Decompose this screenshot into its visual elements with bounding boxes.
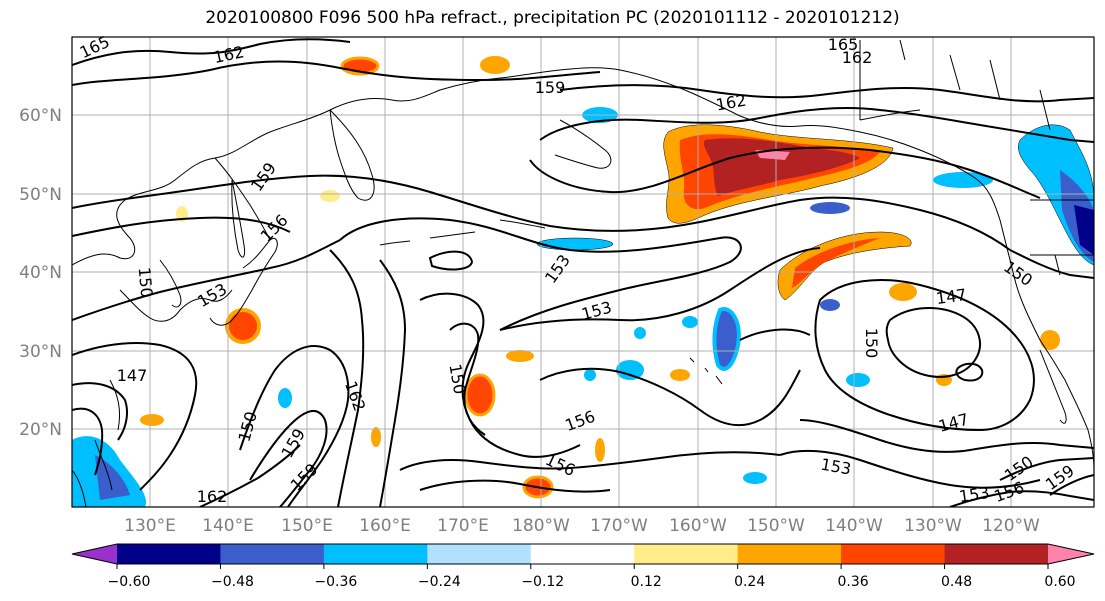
colorbar-tick-label: 0.60 xyxy=(1044,574,1075,590)
lon-label: 120°W xyxy=(982,516,1040,536)
colorbar-tick-label: −0.12 xyxy=(521,574,564,590)
map-title: 2020100800 F096 500 hPa refract., precip… xyxy=(205,8,900,28)
colorbar-segment xyxy=(634,544,739,564)
colorbar-segment xyxy=(427,544,532,564)
map-frame xyxy=(71,36,1095,508)
colorbar-segment xyxy=(220,544,325,564)
lat-label: 20°N xyxy=(19,420,62,440)
colorbar-tick-label: −0.24 xyxy=(418,574,461,590)
lon-label: 150°E xyxy=(281,516,333,536)
lon-label: 130°W xyxy=(904,516,962,536)
lat-label: 30°N xyxy=(19,342,62,362)
lat-label: 40°N xyxy=(19,263,62,283)
lon-label: 140°W xyxy=(825,516,883,536)
lon-label: 170°E xyxy=(437,516,489,536)
colorbar: −0.60 −0.48 −0.36 −0.24 −0.12 0.12 0.24 0.36 0.4… xyxy=(71,543,1095,590)
colorbar-tick-label: −0.48 xyxy=(211,574,254,590)
latitude-labels: 60°N 50°N 40°N 30°N 20°N xyxy=(19,106,62,440)
graticule xyxy=(72,37,1094,507)
contour-label: 159 xyxy=(535,78,566,97)
contour-label: 165 xyxy=(828,35,859,54)
contour-label: 153 xyxy=(958,483,991,506)
colorbar-tick-label: −0.60 xyxy=(108,574,151,590)
contour-label: 162 xyxy=(197,487,228,506)
lon-label: 160°E xyxy=(359,516,411,536)
lon-label: 170°W xyxy=(590,516,648,536)
contour-label: 150 xyxy=(135,266,157,298)
colorbar-segment xyxy=(530,544,635,564)
lon-label: 150°W xyxy=(747,516,805,536)
colorbar-min-extend xyxy=(72,544,117,564)
contour-label: 147 xyxy=(935,285,968,308)
lon-label: 140°E xyxy=(202,516,254,536)
colorbar-segment xyxy=(944,544,1049,564)
colorbar-segment xyxy=(737,544,842,564)
refractivity-contours xyxy=(72,38,1094,507)
lat-label: 50°N xyxy=(19,185,62,205)
longitude-labels: 130°E 140°E 150°E 160°E 170°E 180°W 170°… xyxy=(124,516,1040,536)
colorbar-tick-label: 0.36 xyxy=(838,574,869,590)
lon-label: 180°W xyxy=(512,516,570,536)
colorbar-segment xyxy=(117,544,221,564)
lon-label: 160°W xyxy=(669,516,727,536)
contour-label: 147 xyxy=(117,366,148,385)
colorbar-tick-label: −0.36 xyxy=(314,574,357,590)
lon-label: 130°E xyxy=(124,516,176,536)
contour-label: 162 xyxy=(842,48,873,67)
colorbar-tick-label: 0.24 xyxy=(734,574,765,590)
colorbar-segment xyxy=(323,544,428,564)
colorbar-tick-label: 0.48 xyxy=(941,574,972,590)
colorbar-segment xyxy=(841,544,946,564)
colorbar-max-extend xyxy=(1048,544,1094,564)
precip-shading xyxy=(72,56,1094,507)
coastlines xyxy=(72,39,1094,507)
contour-label: 150 xyxy=(862,328,881,359)
colorbar-tick-label: 0.12 xyxy=(631,574,662,590)
lat-label: 60°N xyxy=(19,106,62,126)
